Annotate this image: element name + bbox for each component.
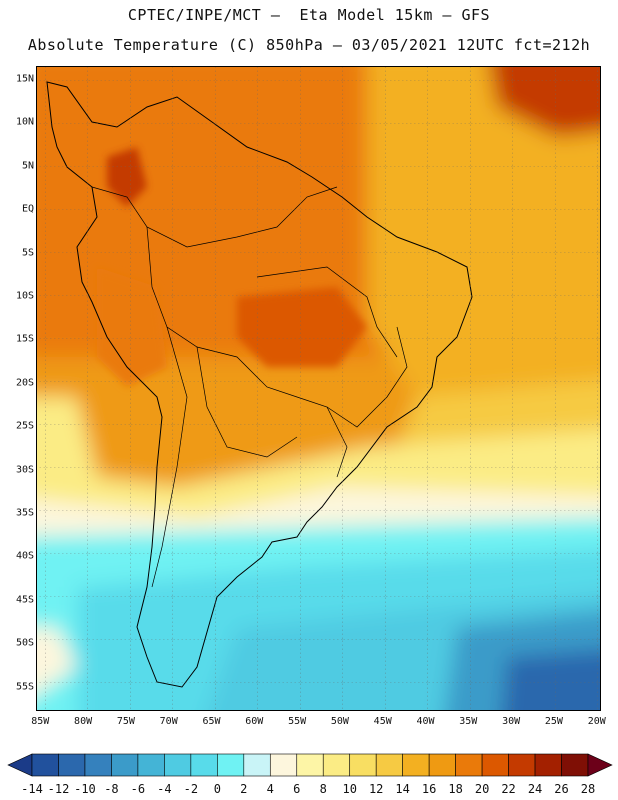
colorbar-swatch <box>561 753 589 777</box>
colorbar-swatch <box>31 753 59 777</box>
colorbar-swatch <box>455 753 483 777</box>
colorbar <box>7 753 613 777</box>
colorbar-level-label: 0 <box>213 782 221 796</box>
lat-label: 30S <box>15 464 34 476</box>
lon-label: 70W <box>159 716 178 727</box>
colorbar-level-label: -6 <box>130 782 146 796</box>
colorbar-level-label: 6 <box>293 782 301 796</box>
lat-label: 15S <box>15 333 34 345</box>
colorbar-swatch <box>508 753 536 777</box>
colorbar-swatch <box>375 753 403 777</box>
colorbar-level-label: 28 <box>580 782 596 796</box>
colorbar-level-label: -10 <box>74 782 96 796</box>
lon-label: 25W <box>544 716 563 727</box>
lat-label: 50S <box>15 637 34 649</box>
lon-label: 30W <box>502 716 521 727</box>
colorbar-level-label: 4 <box>266 782 274 796</box>
lat-label: 5N <box>21 160 34 172</box>
colorbar-level-label: 26 <box>554 782 569 796</box>
lat-label: 40S <box>15 550 34 562</box>
lon-label: 35W <box>459 716 478 727</box>
lon-label: 75W <box>116 716 135 727</box>
colorbar-level-label: 2 <box>240 782 248 796</box>
colorbar-level-label: 18 <box>448 782 463 796</box>
colorbar-level-label: -2 <box>183 782 199 796</box>
colorbar-level-label: 22 <box>501 782 516 796</box>
lat-label: 45S <box>15 594 34 606</box>
temperature-map <box>37 67 600 710</box>
colorbar-level-label: -12 <box>47 782 70 796</box>
colorbar-level-label: -8 <box>104 782 119 796</box>
colorbar-swatch <box>322 753 351 777</box>
colorbar-swatch <box>534 753 562 777</box>
lon-label: 50W <box>330 716 349 727</box>
lon-label: 65W <box>202 716 221 727</box>
colorbar-swatch <box>190 753 218 777</box>
colorbar-swatch <box>217 753 245 777</box>
colorbar-level-label: 16 <box>421 782 437 796</box>
lon-label: 45W <box>373 716 392 727</box>
lat-label: 10N <box>15 116 34 128</box>
colorbar-swatch <box>111 753 139 777</box>
colorbar-level-label: -14 <box>21 782 43 796</box>
colorbar-swatch <box>84 753 112 777</box>
colorbar-level-label: 24 <box>527 782 543 796</box>
lat-label: 20S <box>15 377 34 389</box>
colorbar-level-label: 10 <box>342 782 357 796</box>
lat-label: 5S <box>21 247 34 259</box>
lon-label: 80W <box>74 716 93 727</box>
title-line-1: CPTEC/INPE/MCT – Eta Model 15km – GFS <box>127 6 491 24</box>
colorbar-swatch <box>349 753 377 777</box>
colorbar-level-label: 14 <box>395 782 410 796</box>
colorbar-level-label: -4 <box>157 782 172 796</box>
colorbar-swatch <box>58 753 86 777</box>
map-frame <box>36 66 601 711</box>
lat-label: 25S <box>15 420 34 432</box>
lon-label: 60W <box>245 716 264 727</box>
colorbar-swatch <box>137 753 165 777</box>
lon-label: 20W <box>587 716 606 727</box>
lon-label: 55W <box>288 716 307 727</box>
colorbar-swatch <box>402 753 430 777</box>
lat-label: 10S <box>15 290 34 302</box>
lat-label: 55S <box>15 681 34 693</box>
colorbar-swatch <box>296 753 324 777</box>
title-line-2: Absolute Temperature (C) 850hPa – 03/05/… <box>27 36 591 54</box>
colorbar-swatch <box>428 753 456 777</box>
lon-label: 85W <box>31 716 50 727</box>
colorbar-swatch <box>481 753 509 777</box>
lat-label: EQ <box>21 203 34 215</box>
colorbar-level-label: 8 <box>319 782 327 796</box>
colorbar-swatch <box>164 753 192 777</box>
graticule <box>37 67 600 710</box>
colorbar-arrow-low <box>7 753 33 777</box>
lon-label: 40W <box>416 716 435 727</box>
colorbar-arrow-high <box>587 753 613 777</box>
colorbar-level-label: 20 <box>474 782 490 796</box>
colorbar-level-label: 12 <box>368 782 384 796</box>
colorbar-swatch <box>269 753 298 777</box>
colorbar-swatch <box>243 753 271 777</box>
lat-label: 35S <box>15 507 34 519</box>
lat-label: 15N <box>15 73 34 85</box>
